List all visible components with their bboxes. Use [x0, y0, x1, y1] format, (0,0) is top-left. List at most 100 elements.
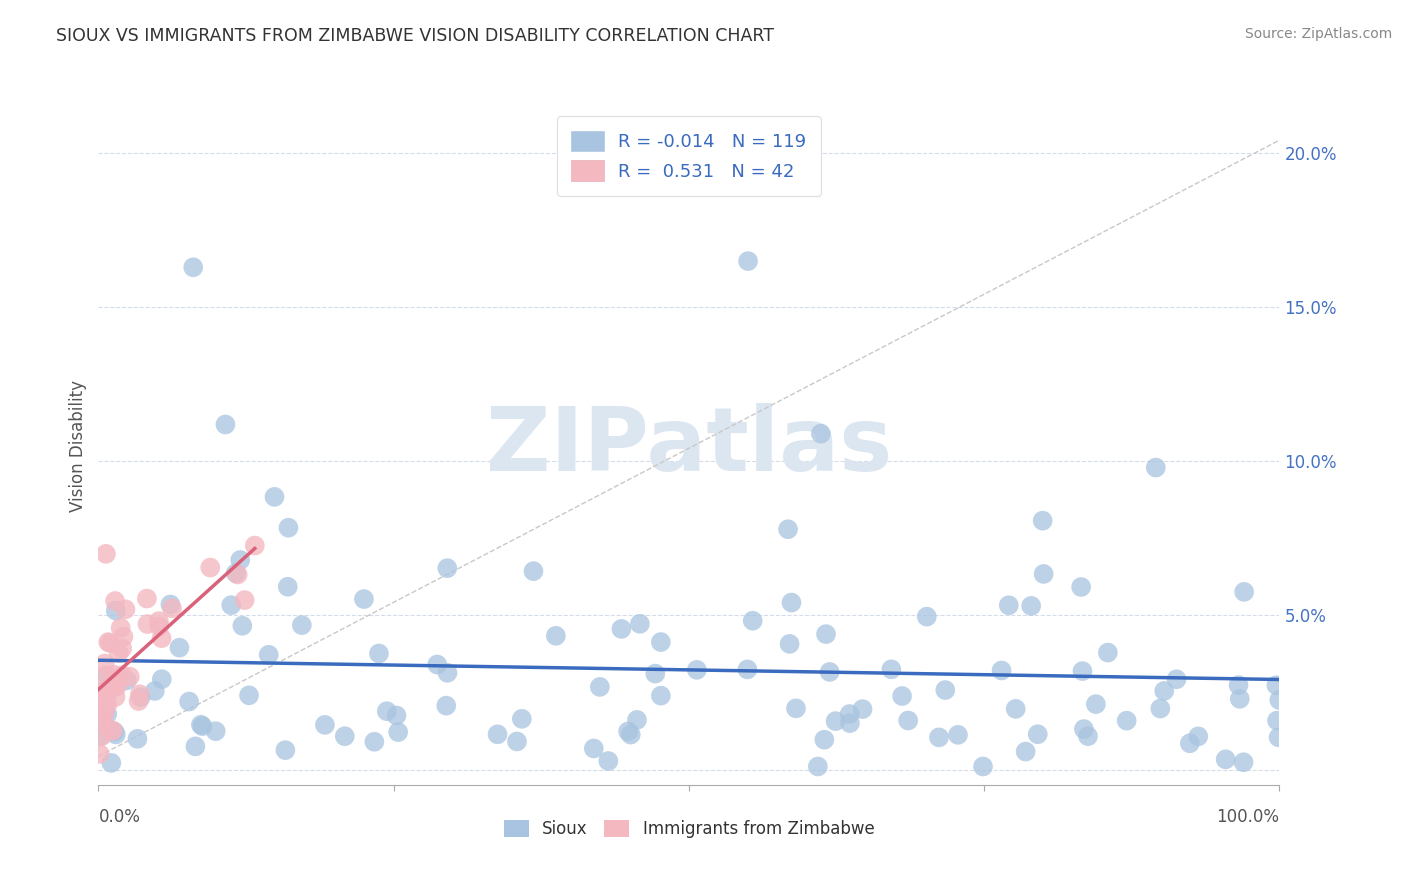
Point	[915, 609, 938, 624]
Point	[98, 636, 121, 650]
Point	[1215, 752, 1237, 766]
Point	[96, 706, 118, 721]
Point	[94, 668, 117, 682]
Point	[104, 690, 127, 704]
Point	[510, 712, 533, 726]
Legend: Sioux, Immigrants from Zimbabwe: Sioux, Immigrants from Zimbabwe	[496, 813, 882, 845]
Point	[112, 630, 135, 644]
Point	[598, 754, 620, 768]
Point	[880, 662, 903, 676]
Point	[1084, 697, 1107, 711]
Point	[813, 732, 835, 747]
Point	[1144, 460, 1167, 475]
Point	[1070, 580, 1092, 594]
Point	[385, 708, 408, 723]
Point	[946, 728, 969, 742]
Point	[824, 714, 846, 728]
Point	[111, 668, 134, 682]
Point	[1153, 684, 1175, 698]
Point	[1077, 729, 1099, 743]
Point	[114, 602, 136, 616]
Point	[1026, 727, 1049, 741]
Point	[128, 687, 150, 701]
Point	[100, 756, 122, 770]
Point	[589, 680, 612, 694]
Point	[91, 729, 114, 743]
Point	[96, 690, 118, 704]
Point	[143, 684, 166, 698]
Point	[110, 621, 132, 635]
Point	[851, 702, 873, 716]
Point	[737, 662, 759, 676]
Point	[136, 617, 159, 632]
Point	[375, 704, 398, 718]
Text: 0.0%: 0.0%	[98, 808, 141, 826]
Point	[1073, 722, 1095, 736]
Point	[243, 539, 266, 553]
Point	[1267, 731, 1289, 745]
Text: Source: ZipAtlas.com: Source: ZipAtlas.com	[1244, 27, 1392, 41]
Point	[89, 747, 111, 761]
Point	[620, 728, 643, 742]
Point	[89, 730, 111, 744]
Point	[160, 601, 183, 615]
Point	[776, 522, 799, 536]
Point	[314, 718, 336, 732]
Point	[1233, 585, 1256, 599]
Point	[103, 667, 125, 681]
Point	[814, 627, 837, 641]
Point	[231, 619, 253, 633]
Point	[486, 727, 509, 741]
Point	[96, 669, 118, 683]
Point	[1004, 702, 1026, 716]
Point	[111, 641, 134, 656]
Point	[436, 665, 458, 680]
Point	[1115, 714, 1137, 728]
Point	[97, 635, 120, 649]
Point	[1187, 730, 1209, 744]
Point	[87, 693, 110, 707]
Point	[387, 725, 409, 739]
Point	[104, 594, 127, 608]
Point	[544, 629, 567, 643]
Point	[1227, 678, 1250, 692]
Point	[148, 614, 170, 628]
Point	[990, 664, 1012, 678]
Point	[1019, 599, 1042, 613]
Text: SIOUX VS IMMIGRANTS FROM ZIMBABWE VISION DISABILITY CORRELATION CHART: SIOUX VS IMMIGRANTS FROM ZIMBABWE VISION…	[56, 27, 775, 45]
Point	[997, 599, 1019, 613]
Point	[184, 739, 207, 754]
Point	[610, 622, 633, 636]
Point	[148, 619, 170, 633]
Point	[200, 560, 222, 574]
Point	[818, 665, 841, 679]
Point	[96, 698, 118, 712]
Point	[93, 707, 115, 722]
Point	[103, 675, 125, 690]
Point	[181, 260, 204, 275]
Point	[1178, 736, 1201, 750]
Point	[150, 631, 173, 645]
Point	[105, 679, 128, 693]
Point	[169, 640, 191, 655]
Point	[129, 690, 152, 705]
Point	[179, 694, 201, 708]
Point	[838, 706, 860, 721]
Point	[94, 657, 117, 671]
Point	[128, 694, 150, 708]
Point	[190, 718, 212, 732]
Point	[1014, 745, 1036, 759]
Point	[353, 592, 375, 607]
Point	[780, 596, 803, 610]
Point	[219, 598, 242, 612]
Point	[1265, 678, 1288, 692]
Point	[89, 690, 111, 705]
Point	[118, 670, 141, 684]
Point	[934, 683, 956, 698]
Point	[1166, 673, 1188, 687]
Point	[101, 723, 124, 738]
Point	[104, 677, 127, 691]
Point	[426, 657, 449, 672]
Y-axis label: Vision Disability: Vision Disability	[69, 380, 87, 512]
Point	[650, 689, 672, 703]
